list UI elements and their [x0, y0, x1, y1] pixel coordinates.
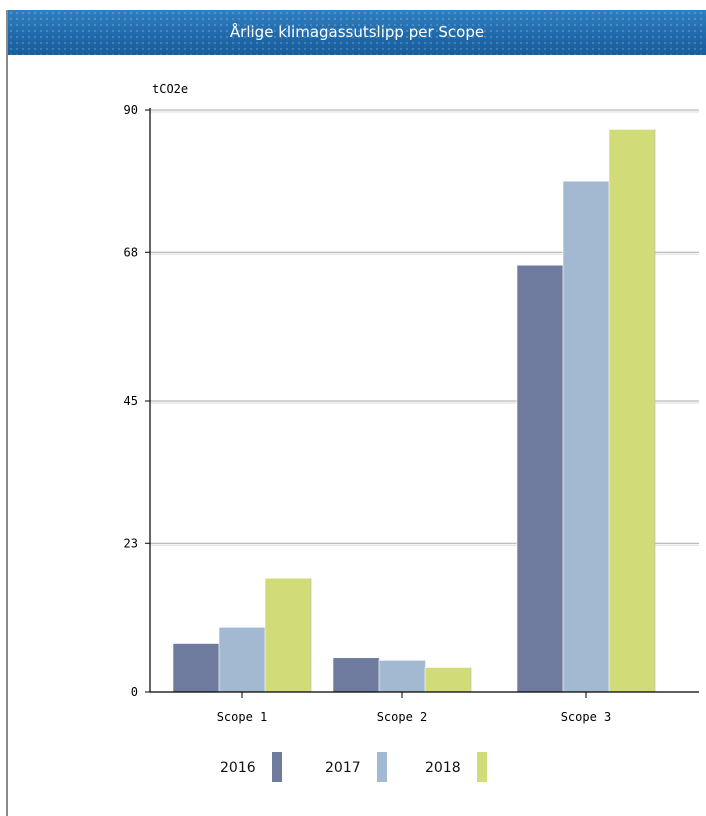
legend-label: 2017: [325, 760, 361, 776]
bar-2018-scope-1: [264, 577, 312, 693]
y-tick-label: 45: [124, 394, 138, 408]
legend-label: 2018: [425, 760, 461, 776]
legend-swatch: [377, 752, 387, 782]
bar-2017-scope-1: [218, 627, 266, 693]
x-tick-label: Scope 1: [217, 710, 268, 724]
bar-2017-scope-2: [378, 660, 426, 693]
y-axis-label: tCO2e: [152, 82, 188, 96]
bar-2018-scope-3: [608, 129, 656, 693]
x-tick-label: Scope 3: [561, 710, 612, 724]
bar-2016-scope-3: [516, 264, 564, 693]
legend-label: 2016: [220, 760, 256, 776]
y-tick-label: 23: [124, 536, 138, 550]
chart-title-bar: Årlige klimagassutslipp per Scope: [8, 10, 706, 55]
chart-title: Årlige klimagassutslipp per Scope: [229, 23, 485, 41]
bar-2018-scope-2: [424, 667, 472, 693]
bar-2016-scope-1: [172, 643, 220, 693]
bar-2016-scope-2: [332, 657, 380, 693]
y-tick-label: 90: [124, 103, 138, 117]
y-tick-label: 0: [131, 685, 138, 699]
legend-swatch: [272, 752, 282, 782]
legend-swatch: [477, 752, 487, 782]
x-tick-label: Scope 2: [377, 710, 428, 724]
bar-2017-scope-3: [562, 180, 610, 693]
y-tick-label: 68: [124, 245, 138, 259]
